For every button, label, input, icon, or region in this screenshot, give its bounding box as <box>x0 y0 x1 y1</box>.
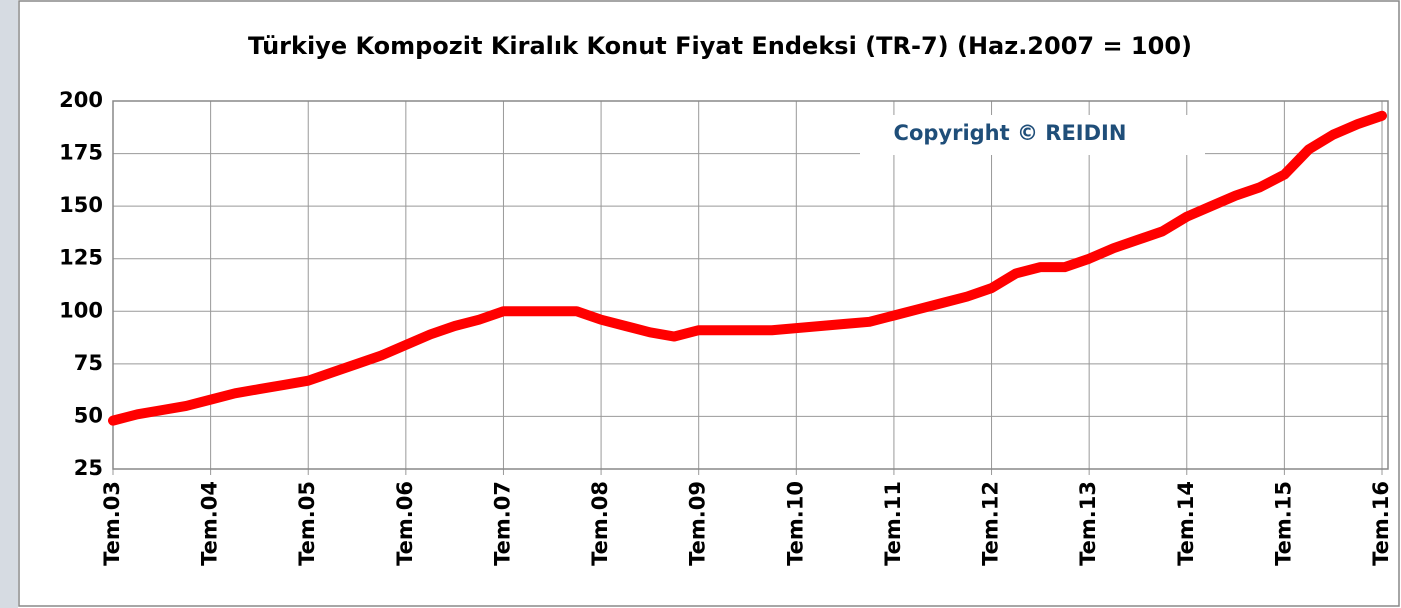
x-tick-label: Tem.16 <box>1369 481 1393 566</box>
x-tick-label: Tem.13 <box>1076 481 1100 566</box>
x-tick-label: Tem.04 <box>198 481 222 566</box>
y-tick-label: 25 <box>74 456 103 480</box>
x-tick-label: Tem.11 <box>881 481 905 566</box>
y-tick-label: 175 <box>59 141 103 165</box>
annotation: Copyright © REIDIN <box>894 121 1127 145</box>
data-line <box>108 110 1387 426</box>
x-tick-label: Tem.15 <box>1271 481 1295 566</box>
x-tick-label: Tem.05 <box>295 481 319 566</box>
x-tick-label: Tem.14 <box>1174 481 1198 566</box>
x-tick-label: Tem.06 <box>393 481 417 566</box>
y-tick-label: 125 <box>59 246 103 270</box>
y-tick-label: 75 <box>74 351 103 375</box>
x-tick-label: Tem.12 <box>979 481 1003 566</box>
x-tick-label: Tem.08 <box>588 481 612 566</box>
annotation-bg <box>860 115 1205 155</box>
y-tick-label: 150 <box>59 193 103 217</box>
y-tick-label: 50 <box>74 403 103 427</box>
side-strip <box>0 0 18 608</box>
x-tick-label: Tem.03 <box>100 481 124 566</box>
x-tick-label: Tem.09 <box>686 481 710 566</box>
y-tick-label: 100 <box>59 298 103 322</box>
x-tick-label: Tem.07 <box>490 481 514 566</box>
chart-title: Türkiye Kompozit Kiralık Konut Fiyat End… <box>248 32 1192 60</box>
y-tick-label: 200 <box>59 88 103 112</box>
plot-border <box>112 100 1389 470</box>
chart-panel <box>18 0 1400 607</box>
x-tick-label: Tem.10 <box>783 481 807 566</box>
